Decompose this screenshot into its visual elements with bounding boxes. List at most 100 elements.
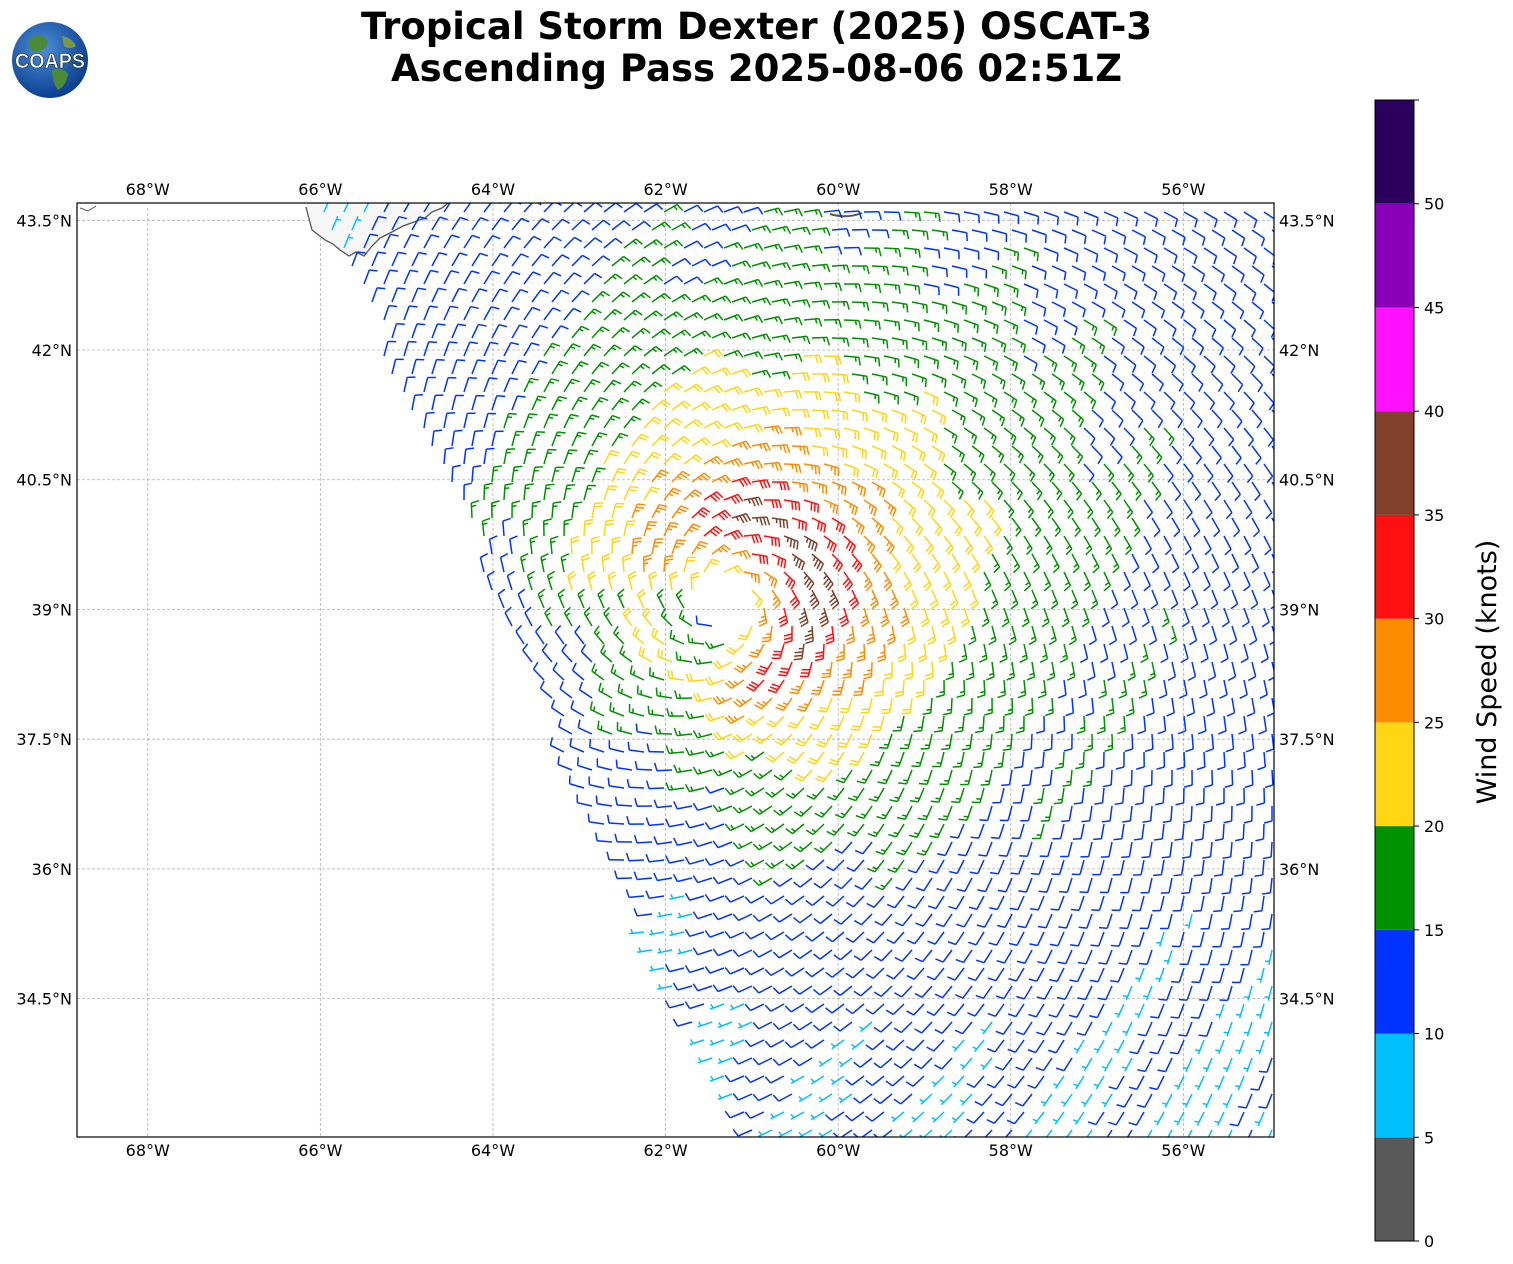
wind-barb [511,253,529,267]
colorbar-tick-label: 25 [1424,713,1444,732]
wind-barb [1131,229,1147,246]
wind-barb [583,449,599,465]
wind-barb [1243,391,1255,411]
wind-barb [1225,733,1235,753]
wind-barb [997,679,1006,699]
wind-barb [626,778,645,789]
wind-barb [824,1111,845,1121]
wind-barb [778,1129,793,1137]
wind-barb [803,208,823,218]
wind-barb [1072,823,1085,840]
wind-barb [1053,787,1065,805]
wind-barb [894,985,913,998]
wind-barb-field [323,203,1274,1137]
wind-barb [958,805,973,821]
wind-barb [1211,229,1226,247]
wind-barb [834,805,853,819]
wind-barb [693,692,713,702]
wind-barb [784,931,805,941]
wind-barb [667,669,685,681]
wind-barb [1023,463,1036,483]
wind-barb [1241,913,1253,931]
wind-barb [903,499,917,518]
wind-barb [685,710,705,720]
wind-barb [563,343,581,357]
wind-barb [879,733,893,750]
wind-barb [600,644,613,663]
wind-barb [963,319,979,334]
wind-barb [860,607,870,628]
wind-barb [723,565,744,575]
wind-barb [1063,319,1078,336]
wind-barb [543,413,559,429]
wind-barb [1261,607,1270,628]
wind-barb [1017,679,1027,699]
wind-barb [1264,949,1273,965]
wind-barb [692,730,713,739]
wind-barb [783,208,803,217]
wind-barb [643,203,664,213]
wind-barb [712,840,733,849]
wind-barb [1023,391,1038,409]
wind-barb [703,558,721,573]
colorbar-tick-label: 35 [1424,506,1444,525]
wind-barb [1180,643,1189,664]
wind-barb [503,341,520,357]
wind-barb [866,859,885,873]
wind-barb [1263,391,1274,411]
wind-barb [663,203,684,213]
wind-barb [1203,427,1215,447]
wind-barb [1023,427,1037,446]
wind-barb [1250,1075,1265,1091]
wind-barb [651,469,669,483]
wind-barb [914,949,933,963]
wind-barb [1174,1075,1185,1090]
wind-barb [1023,733,1033,752]
wind-barb [684,820,705,829]
colorbar-bin [1375,826,1414,930]
wind-barb [744,859,765,868]
wind-barb [853,1057,873,1068]
wind-barb [653,872,673,882]
wind-barb [863,319,881,330]
wind-barb [607,570,617,591]
wind-barb [753,733,773,745]
wind-barb [668,571,679,591]
wind-barb [999,805,1013,822]
wind-barb [791,335,811,345]
wind-barb [683,489,703,501]
wind-barb [919,1129,933,1137]
wind-barb [645,780,665,790]
wind-barb [1193,859,1205,877]
wind-barb [1051,337,1066,354]
wind-barb [928,859,945,874]
wind-barb [571,219,591,231]
wind-barb [1111,481,1122,501]
wind-barb [551,218,570,231]
wind-barb [891,409,907,424]
wind-barb [711,509,732,521]
wind-barb [634,798,653,807]
wind-barb [1143,391,1156,410]
wind-barb [791,372,811,382]
wind-barb [1191,409,1203,429]
wind-barb [1054,751,1065,770]
wind-barb [1243,805,1253,824]
wind-barb [903,571,913,592]
wind-barb [918,769,933,785]
wind-barb [443,412,456,429]
wind-barb [865,1003,885,1015]
wind-barb [526,570,535,591]
wind-barb [1251,373,1264,393]
wind-barb [692,947,713,956]
wind-barb [943,355,959,370]
wind-barb [1063,733,1073,752]
wind-barb [1130,589,1139,610]
wind-barb [863,247,882,257]
wind-barb [991,229,1008,243]
wind-barb [958,643,968,663]
wind-barb [511,359,527,375]
wind-barb [934,1057,953,1070]
wind-barb [1110,967,1125,983]
wind-barb [443,376,457,393]
